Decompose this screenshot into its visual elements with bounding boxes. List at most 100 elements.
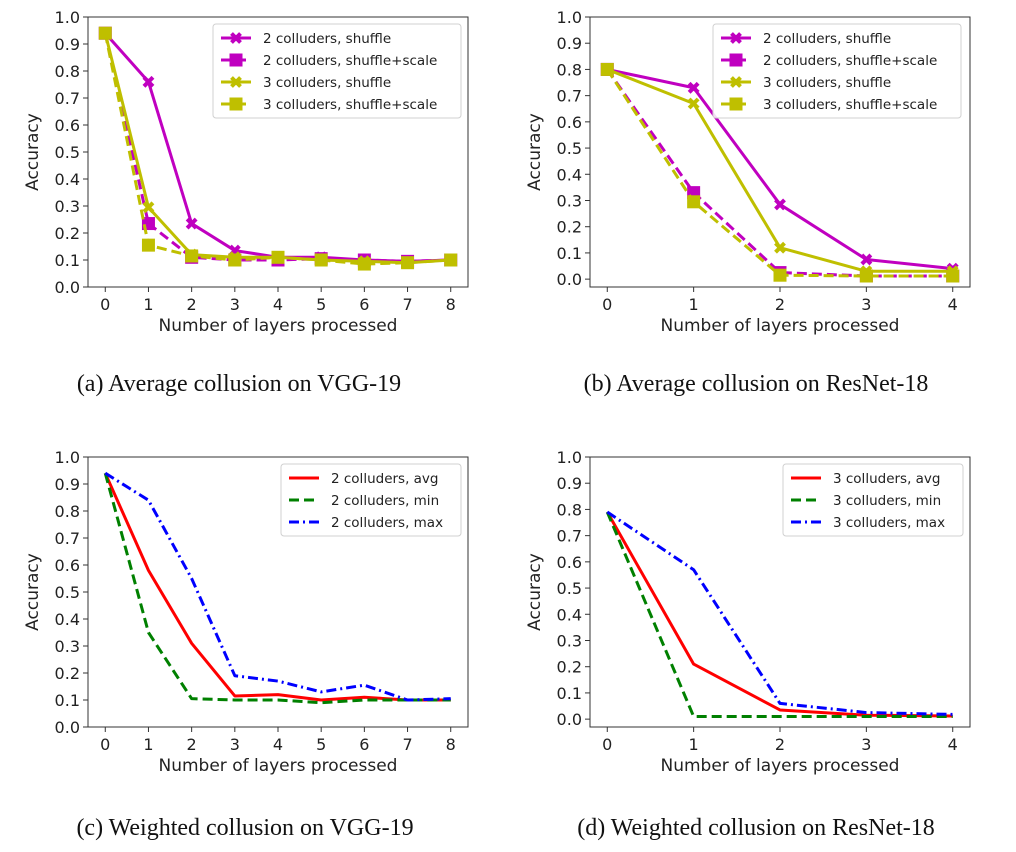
series-2-colluders-max: [104, 471, 451, 702]
x-tick-label: 7: [402, 295, 412, 314]
x-tick-label: 2: [775, 295, 785, 314]
legend: 2 colluders, shuffle 2 colluders, shuffle…: [212, 23, 462, 119]
series-line: [104, 471, 451, 702]
legend-item: 3 colluders, max: [791, 515, 945, 531]
y-tick-label: 0.1: [55, 251, 80, 270]
x-tick-label: 4: [948, 295, 958, 314]
legend-marker: [729, 53, 743, 67]
legend: 3 colluders, avg 3 colluders, min 3 collud…: [782, 463, 964, 537]
x-tick-label: 3: [230, 735, 240, 754]
legend-box: [782, 463, 964, 537]
data-point: [98, 26, 112, 40]
y-tick-label: 0.7: [55, 89, 80, 108]
x-axis-label: Number of layers processed: [661, 756, 900, 776]
y-tick-label: 0.5: [55, 583, 80, 602]
x-axis-label: Number of layers processed: [159, 756, 398, 776]
x-tick-label: 2: [187, 295, 197, 314]
y-tick-label: 0.2: [557, 218, 582, 237]
data-point: [271, 250, 285, 264]
y-tick-label: 1.0: [557, 448, 582, 467]
y-tick-label: 0.6: [55, 116, 80, 135]
x-tick-label: 1: [689, 295, 699, 314]
x-axis-label: Number of layers processed: [159, 316, 398, 336]
x-tick-label: 2: [775, 735, 785, 754]
legend-label: 2 colluders, max: [331, 515, 443, 531]
legend-marker: [229, 97, 243, 111]
chart-d: 0.0 0.1 0.2 0.3 0.4 0.5 0.6 0.7 0.8 0.9 1.0 0 1 2 3 4 Nu…: [525, 448, 971, 841]
y-tick-label: 0.5: [557, 139, 582, 158]
legend-item: 2 colluders, shuffle: [221, 31, 391, 47]
y-tick-label: 0.4: [557, 165, 582, 184]
legend-label: 2 colluders, shuffle: [763, 31, 891, 47]
series-line: [103, 472, 451, 702]
y-tick-label: 0.2: [55, 664, 80, 683]
series-line: [605, 511, 953, 718]
data-point: [600, 62, 614, 76]
y-tick-label: 0.6: [55, 556, 80, 575]
x-tick-label: 6: [359, 735, 369, 754]
legend-item: 2 colluders, shuffle: [721, 31, 891, 47]
data-point: [357, 257, 371, 271]
data-point: [774, 198, 786, 211]
legend-item: 3 colluders, shuffle: [721, 75, 891, 91]
legend-item: 3 colluders, avg: [791, 471, 941, 487]
data-point: [687, 195, 701, 209]
legend-item: 2 colluders, max: [289, 515, 443, 531]
legend-box: [212, 23, 462, 119]
series-3-colluders-shuffle-scale: [98, 26, 458, 271]
x-tick-label: 0: [100, 735, 110, 754]
y-tick-label: 0.3: [557, 191, 582, 210]
series-line: [606, 68, 953, 278]
data-point: [860, 253, 873, 266]
legend-item: 3 colluders, shuffle+scale: [721, 97, 937, 113]
data-point: [946, 269, 960, 283]
y-tick-label: 1.0: [55, 448, 80, 467]
legend-box: [712, 23, 962, 119]
data-point: [185, 249, 199, 263]
x-tick-label: 4: [273, 295, 283, 314]
legend-item: 2 colluders, min: [289, 493, 439, 509]
y-tick-label: 0.7: [557, 87, 582, 106]
data-point: [141, 238, 155, 252]
x-tick-label: 0: [100, 295, 110, 314]
series-2-colluders-avg: [103, 472, 451, 702]
legend-label: 3 colluders, max: [833, 515, 945, 531]
y-tick-label: 0.9: [55, 35, 80, 54]
y-tick-label: 0.1: [557, 684, 582, 703]
legend-marker: [230, 76, 242, 88]
x-tick-label: 4: [948, 735, 958, 754]
data-point: [401, 256, 415, 270]
y-tick-label: 0.8: [557, 500, 582, 519]
legend-label: 2 colluders, shuffle: [263, 31, 391, 47]
data-point: [228, 253, 242, 267]
y-tick-label: 0.0: [557, 270, 582, 289]
y-tick-label: 0.5: [557, 579, 582, 598]
y-tick-label: 0.8: [55, 62, 80, 81]
y-tick-label: 0.7: [55, 529, 80, 548]
legend-item: 2 colluders, avg: [289, 471, 439, 487]
x-tick-label: 1: [689, 735, 699, 754]
legend-label: 3 colluders, shuffle+scale: [763, 97, 937, 113]
y-tick-label: 0.0: [55, 718, 80, 737]
legend-item: 2 colluders, shuffle+scale: [221, 53, 437, 69]
legend-label: 2 colluders, shuffle+scale: [263, 53, 437, 69]
y-tick-label: 1.0: [55, 8, 80, 27]
y-tick-label: 0.6: [557, 113, 582, 132]
x-axis-label: Number of layers processed: [661, 316, 900, 336]
legend: 2 colluders, avg 2 colluders, min 2 collud…: [280, 463, 462, 537]
legend-item: 3 colluders, shuffle+scale: [221, 97, 437, 113]
x-tick-label: 8: [446, 295, 456, 314]
data-point: [142, 75, 155, 88]
y-tick-label: 0.6: [557, 553, 582, 572]
legend-label: 3 colluders, min: [833, 493, 941, 509]
chart-b: 0.0 0.1 0.2 0.3 0.4 0.5 0.6 0.7 0.8 0.9 1.0 0 1 2 3 4 Nu…: [525, 8, 971, 397]
figure-caption: (d) Weighted collusion on ResNet-18: [577, 815, 935, 841]
figure-caption: (c) Weighted collusion on VGG-19: [76, 815, 413, 841]
y-tick-label: 0.9: [55, 475, 80, 494]
x-tick-label: 4: [273, 735, 283, 754]
x-tick-label: 3: [861, 735, 871, 754]
data-point: [314, 253, 328, 267]
x-tick-label: 1: [143, 295, 153, 314]
x-tick-label: 1: [143, 735, 153, 754]
